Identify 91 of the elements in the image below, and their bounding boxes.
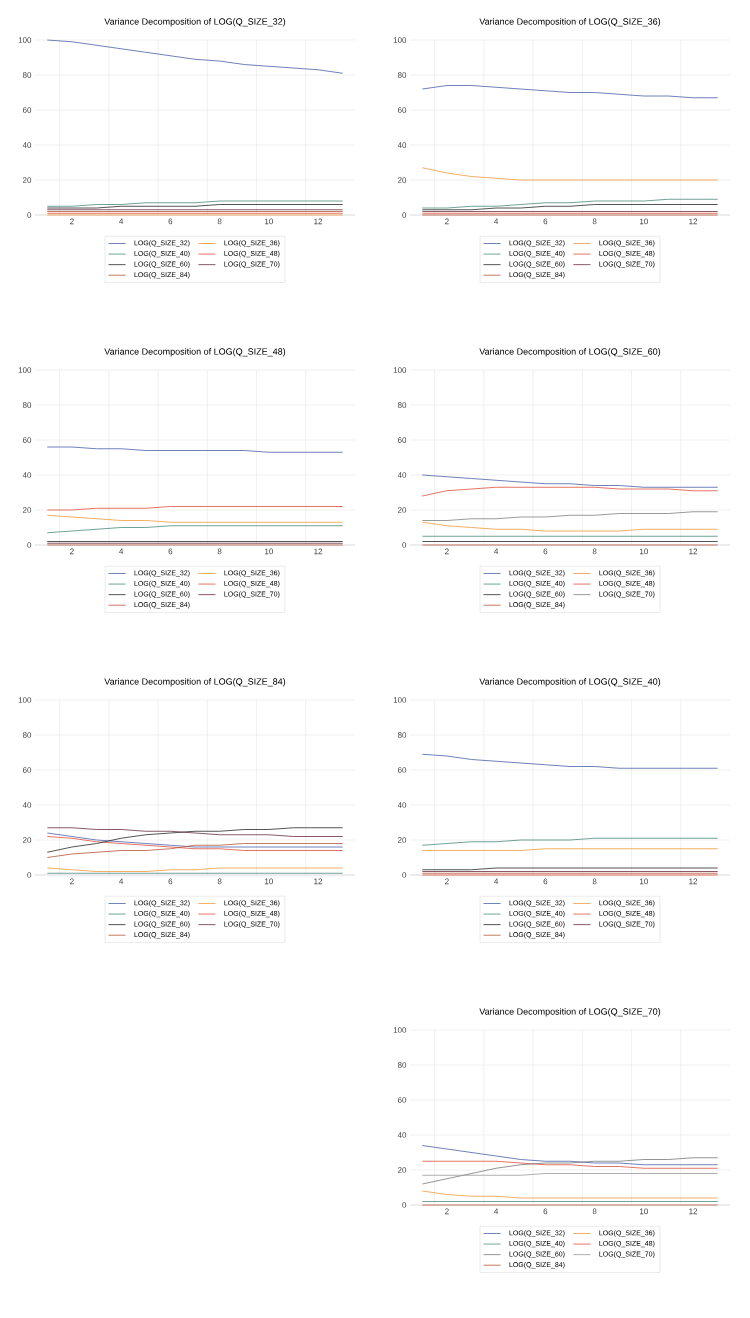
x-tick-label: 10 — [640, 878, 648, 885]
y-tick-label: 0 — [27, 212, 32, 218]
x-tick-label: 12 — [689, 548, 698, 555]
y-tick-label: 60 — [397, 1097, 407, 1103]
y-tick-label: 40 — [397, 142, 407, 148]
y-tick-label: 60 — [397, 767, 407, 773]
y-tick-label: 20 — [397, 837, 407, 843]
chart-title: Variance Decomposition of LOG(Q_SIZE_48) — [104, 348, 286, 357]
x-tick-label: 8 — [592, 548, 597, 555]
y-tick-label: 100 — [393, 37, 407, 43]
y-tick-label: 20 — [397, 1167, 407, 1173]
y-tick-label: 0 — [402, 212, 407, 218]
y-tick-label: 20 — [397, 177, 407, 183]
y-tick-label: 0 — [27, 872, 32, 878]
x-tick-label: 12 — [689, 878, 698, 885]
x-tick-label: 2 — [70, 548, 74, 555]
x-tick-label: 6 — [168, 878, 173, 885]
y-tick-label: 0 — [402, 542, 407, 548]
x-tick-label: 8 — [592, 1208, 597, 1215]
y-tick-label: 40 — [22, 472, 32, 478]
x-tick-label: 6 — [543, 218, 548, 225]
x-tick-label: 8 — [592, 218, 597, 225]
y-tick-label: 20 — [22, 177, 32, 183]
x-tick-label: 2 — [445, 878, 449, 885]
y-tick-label: 100 — [18, 697, 32, 703]
x-tick-label: 8 — [592, 878, 597, 885]
y-tick-label: 40 — [397, 1132, 407, 1138]
y-tick-label: 0 — [27, 542, 32, 548]
x-tick-label: 4 — [494, 1208, 499, 1215]
x-tick-label: 10 — [265, 878, 273, 885]
y-tick-label: 60 — [397, 437, 407, 443]
x-tick-label: 4 — [119, 548, 124, 555]
y-tick-label: 0 — [402, 1202, 407, 1208]
x-tick-label: 8 — [217, 878, 222, 885]
y-tick-label: 20 — [22, 837, 32, 843]
x-tick-label: 2 — [445, 548, 449, 555]
y-tick-label: 40 — [397, 472, 407, 478]
y-tick-label: 60 — [22, 767, 32, 773]
chart-title: Variance Decomposition of LOG(Q_SIZE_60) — [479, 348, 661, 357]
x-tick-label: 12 — [689, 218, 698, 225]
x-tick-label: 2 — [445, 1208, 449, 1215]
y-tick-label: 80 — [22, 402, 32, 408]
y-tick-label: 40 — [397, 802, 407, 808]
x-tick-label: 6 — [168, 548, 173, 555]
y-tick-label: 60 — [22, 437, 32, 443]
x-tick-label: 10 — [640, 548, 648, 555]
chart-title: Variance Decomposition of LOG(Q_SIZE_32) — [104, 18, 286, 27]
x-tick-label: 8 — [217, 548, 222, 555]
x-tick-label: 10 — [265, 548, 273, 555]
y-tick-label: 80 — [22, 732, 32, 738]
x-tick-label: 8 — [217, 218, 222, 225]
x-tick-label: 4 — [119, 878, 124, 885]
x-tick-label: 12 — [689, 1208, 698, 1215]
x-tick-label: 6 — [168, 218, 173, 225]
chart-title: Variance Decomposition of LOG(Q_SIZE_40) — [479, 678, 661, 687]
y-tick-label: 80 — [397, 1062, 407, 1068]
x-tick-label: 12 — [314, 548, 323, 555]
x-tick-label: 6 — [543, 1208, 548, 1215]
y-tick-label: 0 — [402, 872, 407, 878]
y-tick-label: 20 — [397, 507, 407, 513]
chart-title: Variance Decomposition of LOG(Q_SIZE_84) — [104, 678, 286, 687]
y-tick-label: 80 — [397, 732, 407, 738]
x-tick-label: 4 — [119, 218, 124, 225]
y-tick-label: 80 — [22, 72, 32, 78]
y-tick-label: 60 — [22, 107, 32, 113]
x-tick-label: 4 — [494, 878, 499, 885]
x-tick-label: 2 — [70, 878, 74, 885]
y-tick-label: 40 — [22, 802, 32, 808]
x-tick-label: 6 — [543, 878, 548, 885]
y-tick-label: 100 — [393, 1027, 407, 1033]
x-tick-label: 2 — [445, 218, 449, 225]
chart-title: Variance Decomposition of LOG(Q_SIZE_70) — [479, 1008, 661, 1017]
chart-title: Variance Decomposition of LOG(Q_SIZE_36) — [479, 18, 661, 27]
x-tick-label: 12 — [314, 878, 323, 885]
y-tick-label: 80 — [397, 402, 407, 408]
x-tick-label: 10 — [265, 218, 273, 225]
x-tick-label: 12 — [314, 218, 323, 225]
x-tick-label: 10 — [640, 218, 648, 225]
x-tick-label: 4 — [494, 548, 499, 555]
y-tick-label: 60 — [397, 107, 407, 113]
y-tick-label: 20 — [22, 507, 32, 513]
y-tick-label: 100 — [18, 37, 32, 43]
x-tick-label: 4 — [494, 218, 499, 225]
y-tick-label: 80 — [397, 72, 407, 78]
y-tick-label: 100 — [393, 697, 407, 703]
x-tick-label: 10 — [640, 1208, 648, 1215]
y-tick-label: 40 — [22, 142, 32, 148]
x-tick-label: 6 — [543, 548, 548, 555]
y-tick-label: 100 — [393, 367, 407, 373]
x-tick-label: 2 — [70, 218, 74, 225]
y-tick-label: 100 — [18, 367, 32, 373]
